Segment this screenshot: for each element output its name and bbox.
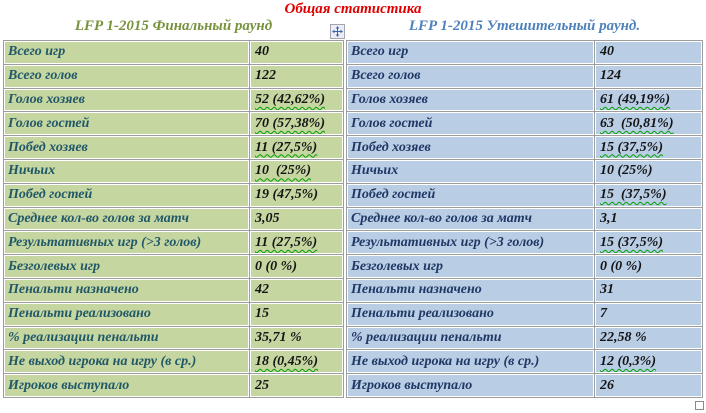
stat-label: Голов хозяев [4,88,249,112]
stat-value: 22,58 % [595,326,702,350]
stat-label: Побед гостей [347,183,594,207]
stat-value: 12 (0,3%) [595,350,702,374]
stat-label: Пенальти назначено [4,278,249,302]
stat-label: Результативных игр (>3 голов) [347,231,594,255]
final-round-table: Всего игр 40 Всего голов 122 Голов хозяе… [3,40,344,398]
stat-label: Не выход игрока на игру (в ср.) [347,350,594,374]
stat-label: % реализации пенальти [347,326,594,350]
stat-value: 31 [595,278,702,302]
stat-value: 10 (25%) [250,159,343,183]
stat-label: Результативных игр (>3 голов) [4,231,249,255]
stat-label: Пенальти реализовано [4,302,249,326]
stat-label: Игроков выступало [4,374,249,397]
stat-value: 18 (0,45%) [250,350,343,374]
stat-label: Ничьих [347,159,594,183]
stat-value: 52 (42,62%) [250,88,343,112]
stat-value: 15 (37,5%) [595,183,702,207]
stat-value: 19 (47,5%) [250,183,343,207]
stat-label: Пенальти назначено [347,278,594,302]
stat-label: Побед гостей [4,183,249,207]
stat-label: Побед хозяев [4,136,249,159]
stat-value: 40 [595,41,702,64]
stat-value: 70 (57,38%) [250,112,343,136]
move-icon [332,26,343,37]
table-move-handle[interactable] [330,24,345,39]
stat-value: 42 [250,278,343,302]
stat-label: Игроков выступало [347,374,594,397]
stat-label: Всего голов [347,64,594,88]
left-table-title: LFP 1-2015 Финальный раунд [74,18,273,34]
stat-label: Ничьих [4,159,249,183]
stat-value: 26 [595,374,702,397]
stat-value: 7 [595,302,702,326]
stat-label: Всего игр [4,41,249,64]
stat-label: % реализации пенальти [4,326,249,350]
stat-value: 35,71 % [250,326,343,350]
stat-value: 3,05 [250,207,343,231]
stat-value: 0 (0 %) [595,255,702,278]
stat-value: 10 (25%) [595,159,702,183]
stat-value: 124 [595,64,702,88]
stat-label: Побед хозяев [347,136,594,159]
stat-value: 61 (49,19%) [595,88,702,112]
stat-label: Безголевых игр [347,255,594,278]
stat-value: 15 [250,302,343,326]
stat-label: Пенальти реализовано [347,302,594,326]
stat-label: Голов гостей [347,112,594,136]
stat-label: Среднее кол-во голов за матч [347,207,594,231]
stat-value: 40 [250,41,343,64]
stat-value: 122 [250,64,343,88]
stat-label: Среднее кол-во голов за матч [4,207,249,231]
page-title: Общая статистика [284,1,422,17]
stat-label: Всего голов [4,64,249,88]
stat-value: 25 [250,374,343,397]
consolation-round-table: Всего игр 40 Всего голов 124 Голов хозяе… [346,40,703,398]
stat-label: Не выход игрока на игру (в ср.) [4,350,249,374]
stat-value: 63 (50,81%) [595,112,702,136]
right-table-title: LFP 1-2015 Утешительный раунд. [408,18,641,34]
stat-value: 11 (27,5%) [250,231,343,255]
table-resize-handle[interactable] [695,401,704,410]
stat-value: 3,1 [595,207,702,231]
stat-label: Голов гостей [4,112,249,136]
stat-label: Всего игр [347,41,594,64]
stat-value: 15 (37,5%) [595,231,702,255]
stat-value: 15 (37,5%) [595,136,702,159]
stat-value: 0 (0 %) [250,255,343,278]
stat-value: 11 (27,5%) [250,136,343,159]
stat-label: Безголевых игр [4,255,249,278]
stat-label: Голов хозяев [347,88,594,112]
